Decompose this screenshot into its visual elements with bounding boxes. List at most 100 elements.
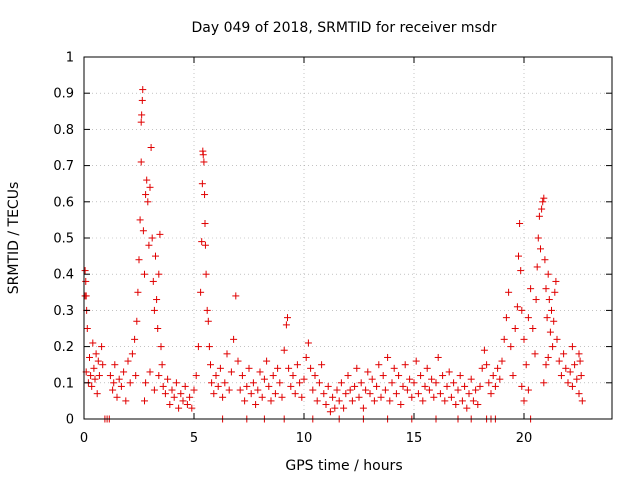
y-tick-label: 0.3: [53, 304, 74, 319]
data-point: [200, 158, 208, 166]
y-axis-label: SRMTID / TECUs: [6, 182, 22, 295]
data-point: [175, 404, 183, 412]
data-point: [401, 361, 409, 369]
data-point: [575, 390, 583, 398]
data-point: [375, 361, 383, 369]
data-point: [324, 382, 332, 390]
data-point: [234, 357, 242, 365]
data-point: [157, 343, 165, 351]
data-point: [544, 353, 552, 361]
data-point: [414, 390, 422, 398]
data-point: [300, 375, 308, 383]
data-point: [533, 263, 541, 271]
data-point: [143, 176, 151, 184]
data-point: [568, 343, 576, 351]
data-point: [329, 393, 337, 401]
data-point: [520, 397, 528, 405]
data-point: [138, 111, 146, 119]
gridlines: [84, 57, 612, 419]
data-point: [109, 386, 117, 394]
data-point: [423, 364, 431, 372]
data-point: [578, 397, 586, 405]
data-point: [505, 288, 513, 296]
y-tick-label: 0.7: [53, 159, 74, 174]
y-tick-label: 0.8: [53, 123, 74, 138]
y-tick-label: 1: [66, 51, 74, 66]
data-point: [351, 382, 359, 390]
data-point: [357, 379, 365, 387]
data-point: [557, 372, 565, 380]
data-point: [258, 393, 266, 401]
data-point: [88, 382, 96, 390]
data-point: [322, 401, 330, 409]
data-point: [532, 296, 540, 304]
data-point: [87, 372, 95, 380]
data-point: [370, 397, 378, 405]
y-tick-label: 0.2: [53, 340, 74, 355]
data-point: [89, 339, 97, 347]
data-point: [408, 393, 416, 401]
data-point: [141, 397, 148, 405]
data-point: [205, 343, 213, 351]
data-point: [575, 350, 583, 358]
data-point: [346, 386, 354, 394]
data-point: [115, 375, 123, 383]
data-point: [428, 375, 436, 383]
data-point: [142, 191, 150, 199]
data-point: [545, 296, 553, 304]
data-point: [256, 368, 264, 376]
data-point: [491, 382, 499, 390]
data-point: [86, 353, 93, 361]
data-point: [560, 350, 568, 358]
x-tick-label: 0: [80, 431, 88, 446]
data-point: [381, 386, 389, 394]
data-point: [252, 401, 260, 409]
data-point: [550, 317, 558, 325]
data-point: [90, 364, 98, 372]
data-point: [386, 397, 394, 405]
data-point: [249, 379, 257, 387]
data-point: [517, 267, 525, 275]
data-point: [399, 382, 407, 390]
data-point: [520, 335, 528, 343]
data-point: [194, 343, 202, 351]
data-point: [364, 368, 372, 376]
data-point: [502, 314, 510, 322]
data-point: [155, 372, 163, 380]
data-point: [278, 393, 286, 401]
data-point: [337, 379, 345, 387]
data-point: [509, 372, 517, 380]
data-point: [230, 335, 238, 343]
data-point: [552, 277, 560, 285]
data-point: [489, 372, 497, 380]
data-point: [110, 379, 118, 387]
x-axis-label: GPS time / hours: [285, 458, 402, 474]
data-point: [269, 372, 277, 380]
data-point: [541, 256, 549, 264]
data-point: [221, 379, 229, 387]
data-point: [197, 288, 205, 296]
data-point: [548, 306, 555, 314]
data-point: [296, 379, 304, 387]
data-point: [113, 393, 121, 401]
data-point: [93, 390, 101, 398]
data-point: [83, 325, 91, 332]
data-point: [289, 372, 297, 380]
data-point: [260, 375, 268, 383]
data-point: [149, 277, 157, 285]
data-point: [147, 144, 155, 151]
data-point: [111, 361, 119, 369]
data-point: [392, 390, 400, 398]
data-point: [454, 386, 462, 394]
data-point: [304, 339, 312, 347]
data-point: [485, 379, 493, 387]
data-point: [166, 401, 174, 409]
data-point: [132, 372, 140, 380]
data-point: [311, 372, 319, 380]
data-point: [219, 393, 227, 401]
data-point: [302, 353, 310, 361]
data-point: [164, 375, 172, 383]
data-point: [359, 404, 367, 412]
data-point: [267, 397, 275, 405]
